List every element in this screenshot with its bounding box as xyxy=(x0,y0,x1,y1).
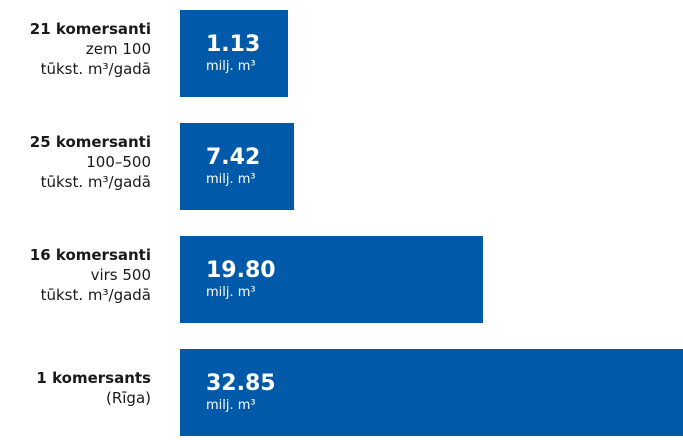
bar: 32.85 milj. m³ xyxy=(180,349,683,436)
bar-unit-label: milj. m³ xyxy=(206,172,256,187)
bar-value-label: 1.13 xyxy=(206,32,261,57)
bar-unit-label: milj. m³ xyxy=(206,59,256,74)
category-subtitle: tūkst. m³/gadā xyxy=(40,59,151,78)
category-name: 25 komersanti xyxy=(29,132,151,151)
category-subtitle: 100–500 xyxy=(86,152,151,171)
bar-value-label: 19.80 xyxy=(206,258,276,283)
bar: 1.13 milj. m³ xyxy=(180,10,288,97)
category-name: 1 komersants xyxy=(36,368,151,387)
bar: 7.42 milj. m³ xyxy=(180,123,294,210)
bar-row: 1 komersants (Rīga) 32.85 milj. m³ xyxy=(0,339,683,436)
category-subtitle: zem 100 xyxy=(85,39,151,58)
category-name: 21 komersanti xyxy=(29,19,151,38)
category-subtitle: tūkst. m³/gadā xyxy=(40,285,151,304)
bar-unit-label: milj. m³ xyxy=(206,398,256,413)
bar-value-label: 7.42 xyxy=(206,145,261,170)
category-subtitle: tūkst. m³/gadā xyxy=(40,172,151,191)
category-label: 21 komersanti zem 100 tūkst. m³/gadā xyxy=(0,0,151,97)
category-name: 16 komersanti xyxy=(29,245,151,264)
bar-value-label: 32.85 xyxy=(206,371,276,396)
bar-row: 16 komersanti virs 500 tūkst. m³/gadā 19.80… xyxy=(0,226,683,323)
bar-unit-label: milj. m³ xyxy=(206,285,256,300)
bar: 19.80 milj. m³ xyxy=(180,236,484,323)
category-label: 16 komersanti virs 500 tūkst. m³/gadā xyxy=(0,226,151,323)
category-label: 1 komersants (Rīga) xyxy=(0,339,151,436)
category-subtitle: (Rīga) xyxy=(105,388,151,407)
bar-row: 25 komersanti 100–500 tūkst. m³/gadā 7.42 mi… xyxy=(0,113,683,210)
bar-row: 21 komersanti zem 100 tūkst. m³/gadā 1.13 mi… xyxy=(0,0,683,97)
category-subtitle: virs 500 xyxy=(90,265,151,284)
category-label: 25 komersanti 100–500 tūkst. m³/gadā xyxy=(0,113,151,210)
